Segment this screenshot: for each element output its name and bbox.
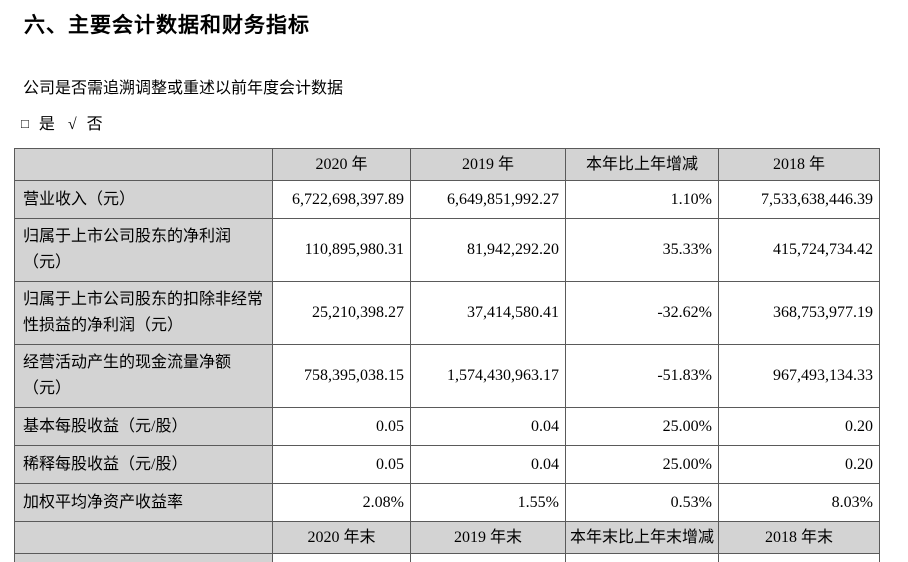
- value-cell: 8.03%: [718, 483, 880, 522]
- header-row-annual: 2020 年 2019 年 本年比上年增减 2018 年: [14, 148, 880, 181]
- value-cell: 1.10%: [565, 180, 719, 219]
- value-cell: 6,722,698,397.89: [272, 180, 411, 219]
- table-row-operating-cash-flow: 经营活动产生的现金流量净额（元） 758,395,038.15 1,574,43…: [14, 344, 880, 408]
- column-header-2018-end: 2018 年末: [718, 521, 880, 554]
- value-cell: 758,395,038.15: [272, 344, 411, 408]
- row-label: 总资产（元）: [14, 553, 273, 562]
- financial-indicators-table: 2020 年 2019 年 本年比上年增减 2018 年 营业收入（元） 6,7…: [14, 148, 880, 562]
- value-cell: 110,895,980.31: [272, 218, 411, 282]
- value-cell: 13,220,234,689.96: [718, 553, 880, 562]
- value-cell: -6.65%: [565, 553, 719, 562]
- value-cell: 967,493,134.33: [718, 344, 880, 408]
- restatement-question: 公司是否需追溯调整或重述以前年度会计数据: [23, 80, 344, 97]
- value-cell: 81,942,292.20: [410, 218, 566, 282]
- value-cell: 0.20: [718, 407, 880, 446]
- page-title: 六、主要会计数据和财务指标: [24, 13, 310, 37]
- value-cell: 0.05: [272, 445, 411, 484]
- column-header-2020: 2020 年: [272, 148, 411, 181]
- value-cell: 368,753,977.19: [718, 281, 880, 345]
- table-row-diluted-eps: 稀释每股收益（元/股） 0.05 0.04 25.00% 0.20: [14, 445, 880, 484]
- column-header-yoy-change: 本年比上年增减: [565, 148, 719, 181]
- row-label: 营业收入（元）: [14, 180, 273, 219]
- value-cell: 0.04: [410, 445, 566, 484]
- corner-header-cell: [14, 521, 273, 554]
- value-cell: 0.04: [410, 407, 566, 446]
- column-header-2018: 2018 年: [718, 148, 880, 181]
- value-cell: 1,574,430,963.17: [410, 344, 566, 408]
- value-cell: 10,891,132,382.59: [272, 553, 411, 562]
- restatement-answer-line: □ 是 √ 否: [21, 110, 908, 134]
- row-label: 归属于上市公司股东的扣除非经常性损益的净利润（元）: [14, 281, 273, 345]
- value-cell: 37,414,580.41: [410, 281, 566, 345]
- row-label: 经营活动产生的现金流量净额（元）: [14, 344, 273, 408]
- table-row-net-profit: 归属于上市公司股东的净利润（元） 110,895,980.31 81,942,2…: [14, 218, 880, 282]
- row-label: 加权平均净资产收益率: [14, 483, 273, 522]
- value-cell: 415,724,734.42: [718, 218, 880, 282]
- column-header-year-end-change: 本年末比上年末增减: [565, 521, 719, 554]
- value-cell: -51.83%: [565, 344, 719, 408]
- table-row-revenue: 营业收入（元） 6,722,698,397.89 6,649,851,992.2…: [14, 180, 880, 219]
- value-cell: 1.55%: [410, 483, 566, 522]
- value-cell: -32.62%: [565, 281, 719, 345]
- check-mark-icon: √: [67, 116, 77, 133]
- value-cell: 2.08%: [272, 483, 411, 522]
- value-cell: 7,533,638,446.39: [718, 180, 880, 219]
- value-cell: 6,649,851,992.27: [410, 180, 566, 219]
- checkbox-unchecked-icon: □: [21, 116, 29, 131]
- checkbox-no-label: 否: [86, 116, 103, 133]
- checkbox-yes-label: 是: [38, 116, 55, 133]
- row-label: 稀释每股收益（元/股）: [14, 445, 273, 484]
- value-cell: 25.00%: [565, 407, 719, 446]
- value-cell: 35.33%: [565, 218, 719, 282]
- column-header-2019-end: 2019 年末: [410, 521, 566, 554]
- column-header-2020-end: 2020 年末: [272, 521, 411, 554]
- value-cell: 0.05: [272, 407, 411, 446]
- value-cell: 11,666,786,817.53: [410, 553, 566, 562]
- value-cell: 25,210,398.27: [272, 281, 411, 345]
- column-header-2019: 2019 年: [410, 148, 566, 181]
- corner-header-cell: [14, 148, 273, 181]
- value-cell: 25.00%: [565, 445, 719, 484]
- row-label: 基本每股收益（元/股）: [14, 407, 273, 446]
- table-row-weighted-avg-roe: 加权平均净资产收益率 2.08% 1.55% 0.53% 8.03%: [14, 483, 880, 522]
- table-row-total-assets: 总资产（元） 10,891,132,382.59 11,666,786,817.…: [14, 553, 880, 562]
- table-row-net-profit-excl-nonrecurring: 归属于上市公司股东的扣除非经常性损益的净利润（元） 25,210,398.27 …: [14, 281, 880, 345]
- row-label: 归属于上市公司股东的净利润（元）: [14, 218, 273, 282]
- header-row-year-end: 2020 年末 2019 年末 本年末比上年末增减 2018 年末: [14, 521, 880, 554]
- value-cell: 0.53%: [565, 483, 719, 522]
- value-cell: 0.20: [718, 445, 880, 484]
- table-row-basic-eps: 基本每股收益（元/股） 0.05 0.04 25.00% 0.20: [14, 407, 880, 446]
